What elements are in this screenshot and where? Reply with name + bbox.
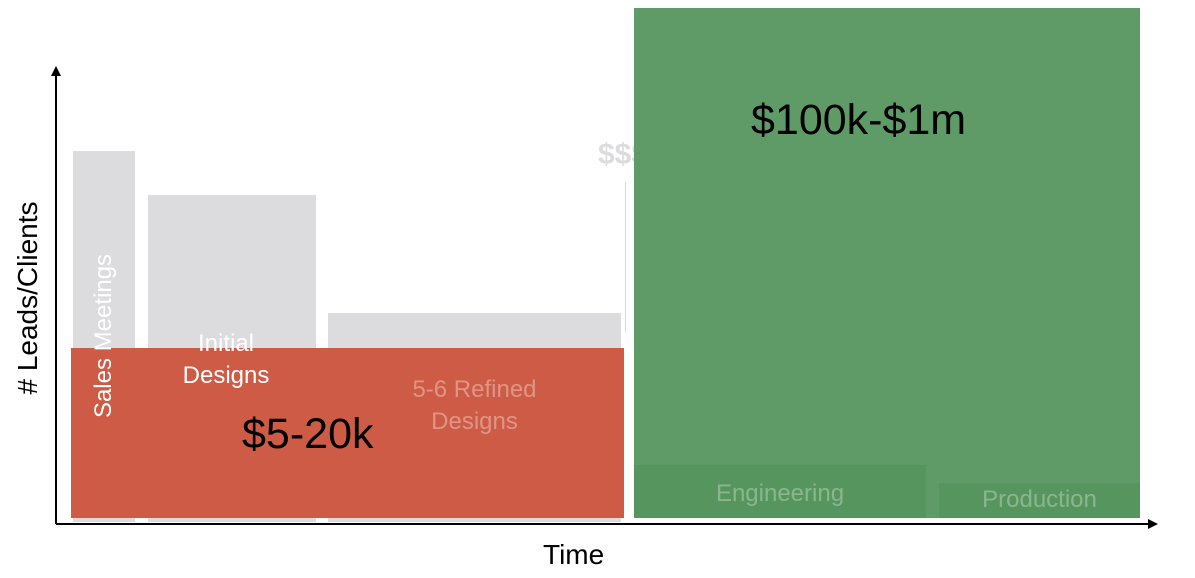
phase-label-sales-meetings: Sales Meetings [90, 253, 117, 419]
marker-divider [625, 182, 626, 332]
y-axis-arrow [51, 66, 61, 76]
price-band-high-label: $100k-$1m [751, 96, 967, 144]
price-band-low [71, 348, 624, 518]
y-axis-label: # Leads/Clients [12, 201, 43, 395]
phase-production-box [939, 483, 1140, 518]
phase-label-production: Production [982, 486, 1097, 513]
phase-label-refined-designs: 5-6 Refined Designs [412, 376, 537, 435]
price-band-low-label: $5-20k [242, 410, 374, 458]
phase-label-initial-designs: Initial Designs [182, 330, 270, 389]
phase-engineering-box [634, 465, 926, 518]
phase-label-engineering: Engineering [715, 480, 845, 507]
price-band-high [634, 8, 1140, 518]
x-axis-arrow [1148, 519, 1158, 529]
x-axis-label: Time [543, 539, 605, 570]
